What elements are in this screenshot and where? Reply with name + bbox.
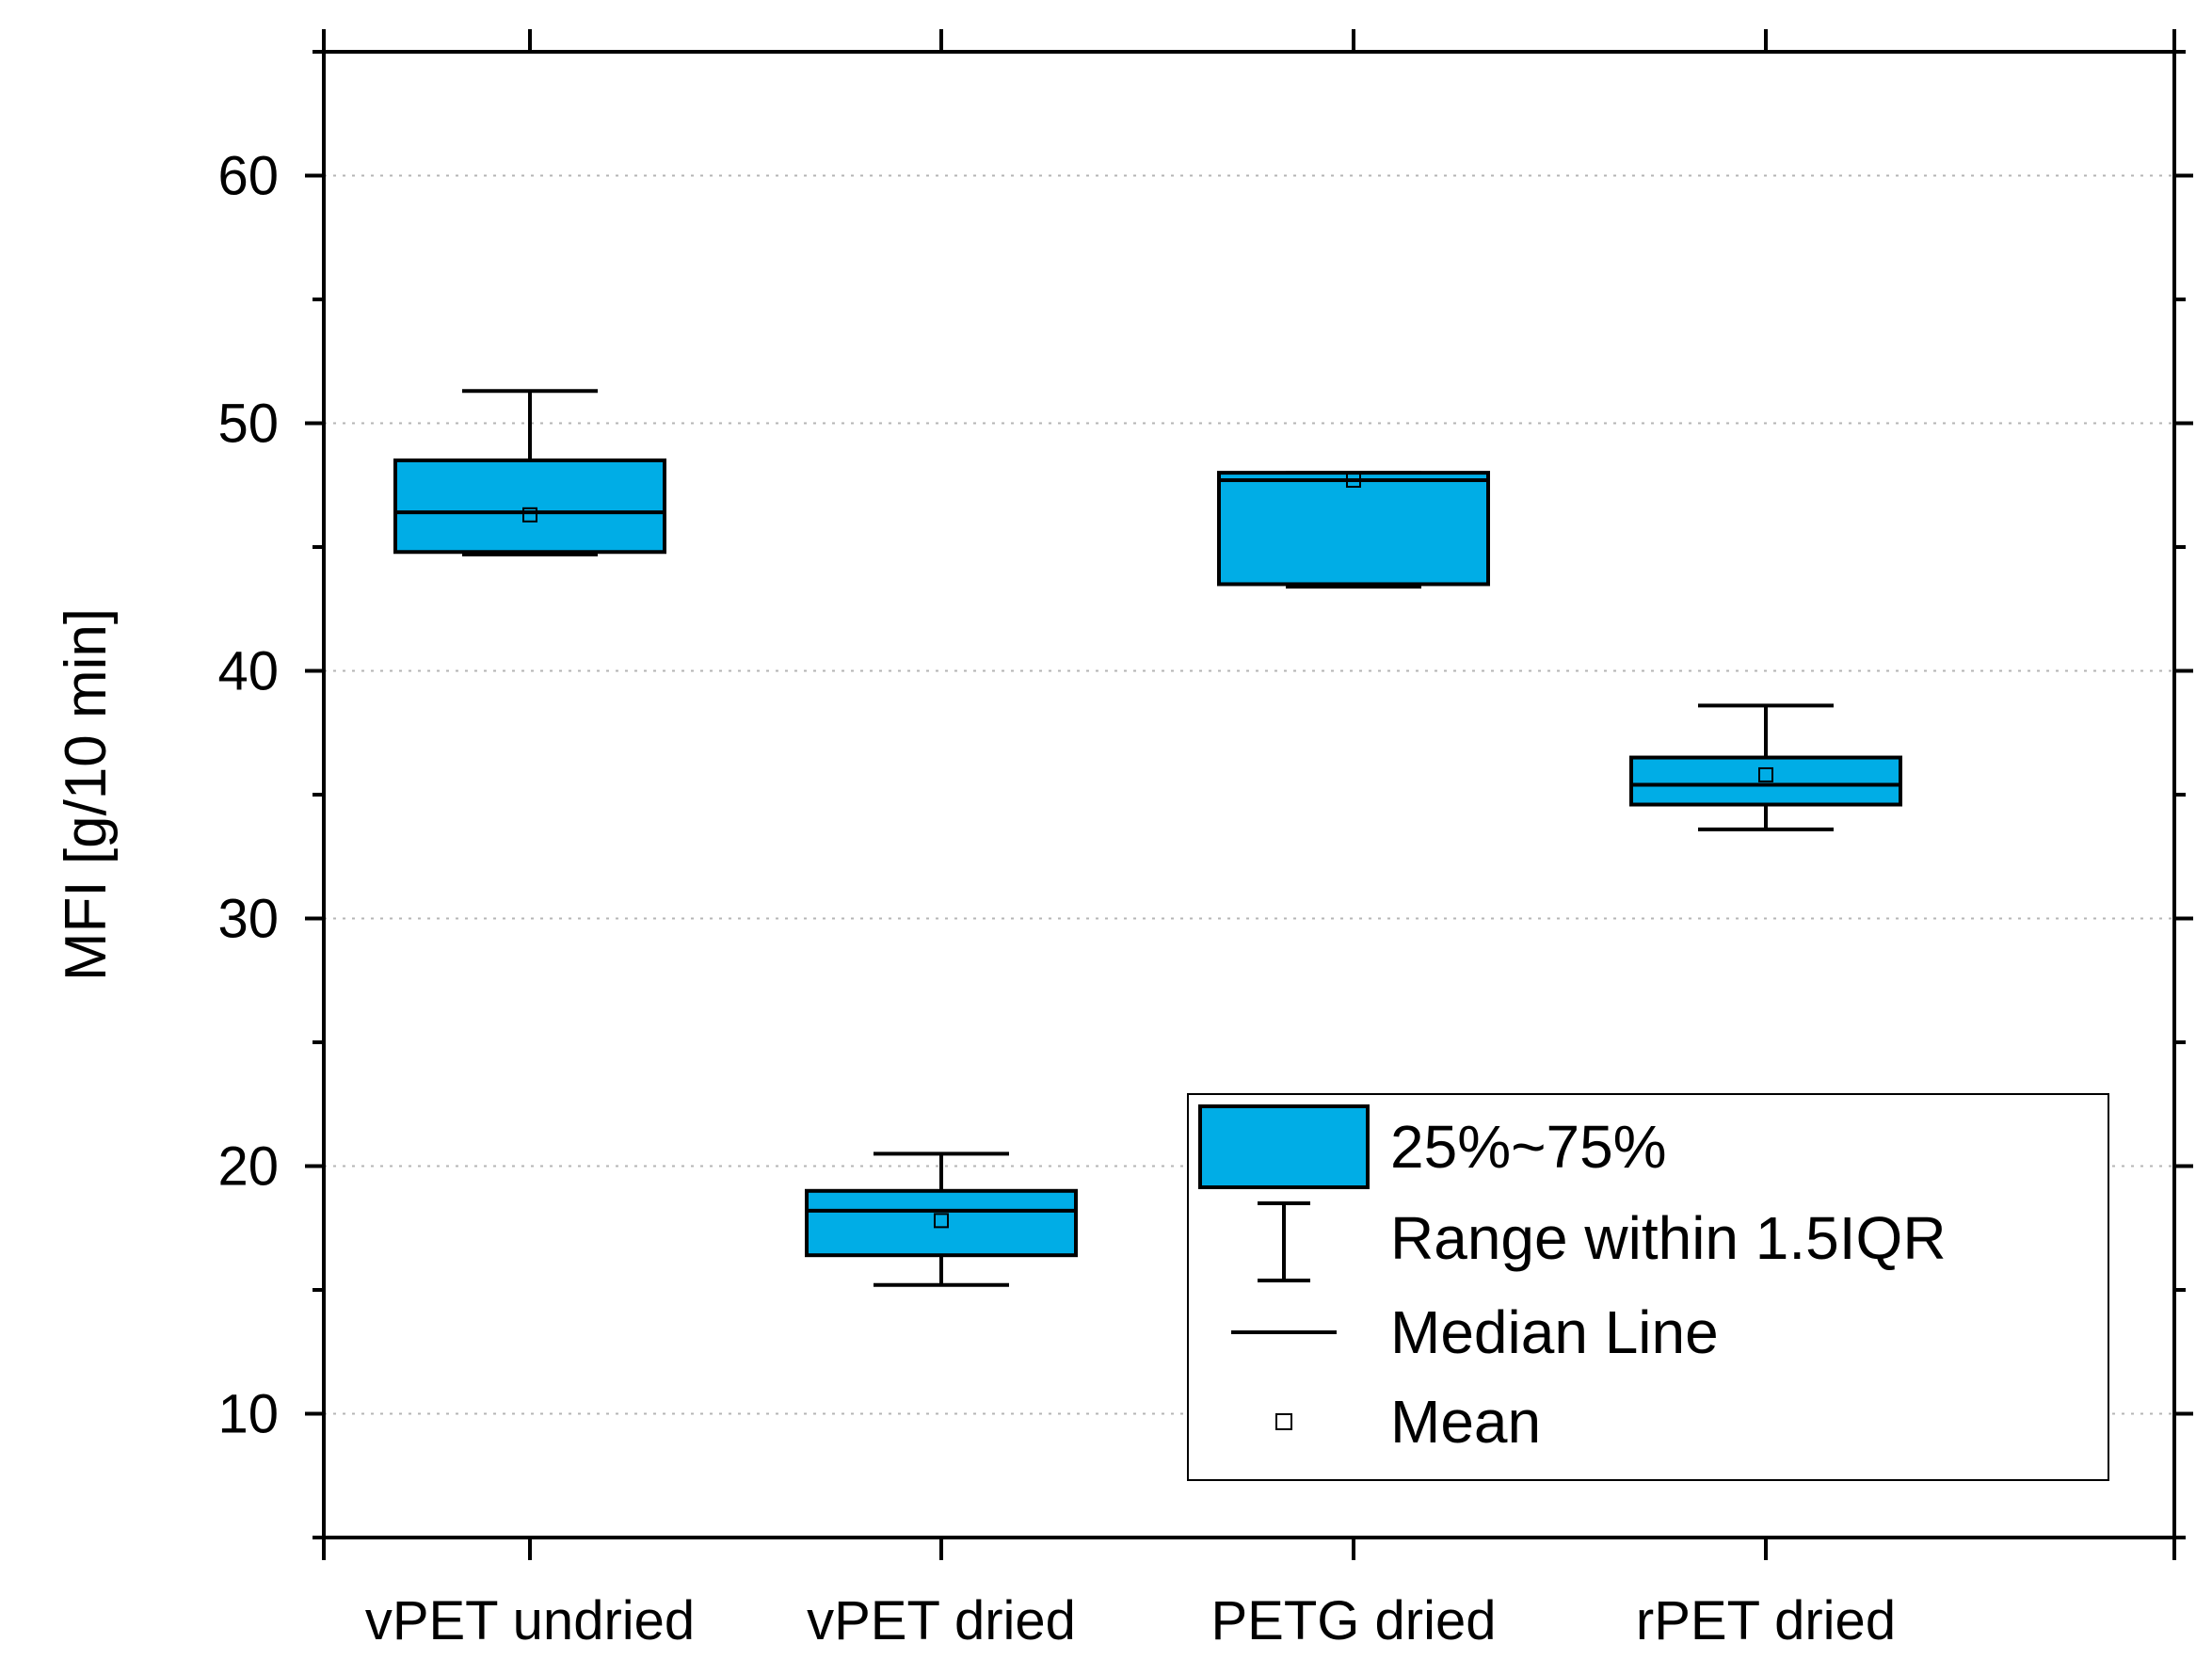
legend-label: 25%~75% bbox=[1390, 1113, 1667, 1181]
iqr-box bbox=[1217, 471, 1490, 587]
legend-mean-swatch bbox=[1275, 1413, 1292, 1430]
box-series bbox=[393, 389, 1902, 1287]
legend-label: Mean bbox=[1390, 1388, 1541, 1456]
legend-label: Median Line bbox=[1390, 1298, 1719, 1366]
x-category-label: vPET undried bbox=[365, 1590, 695, 1651]
box-4 bbox=[1629, 703, 1902, 831]
legend: 25%~75% Range within 1.5IQR Median Line Mea… bbox=[1187, 1093, 2109, 1481]
legend-label: Range within 1.5IQR bbox=[1390, 1204, 1947, 1272]
box-1 bbox=[393, 389, 666, 556]
y-tick-label: 60 bbox=[217, 146, 279, 207]
x-category-label: PETG dried bbox=[1211, 1590, 1497, 1651]
mean-marker bbox=[1758, 766, 1773, 782]
axes: 10 20 30 40 50 60 vPET undried vPET dried PETG d… bbox=[217, 29, 2193, 1651]
y-tick-label: 20 bbox=[217, 1136, 279, 1198]
iqr-box bbox=[393, 458, 666, 555]
y-tick-label: 30 bbox=[217, 889, 279, 950]
y-tick-label: 40 bbox=[217, 641, 279, 702]
box-2 bbox=[805, 1152, 1078, 1287]
legend-box-swatch bbox=[1198, 1104, 1370, 1189]
x-category-label: vPET dried bbox=[807, 1590, 1076, 1651]
box-3 bbox=[1217, 471, 1490, 589]
y-tick-label: 50 bbox=[217, 394, 279, 455]
mean-marker bbox=[934, 1213, 949, 1229]
y-tick-label: 10 bbox=[217, 1384, 279, 1445]
iqr-box bbox=[1629, 755, 1902, 807]
x-category-label: rPET dried bbox=[1636, 1590, 1896, 1651]
mean-marker bbox=[1346, 472, 1361, 488]
iqr-box bbox=[805, 1188, 1078, 1258]
y-axis-title: MFI [g/10 min] bbox=[54, 608, 119, 981]
mean-marker bbox=[522, 507, 537, 523]
